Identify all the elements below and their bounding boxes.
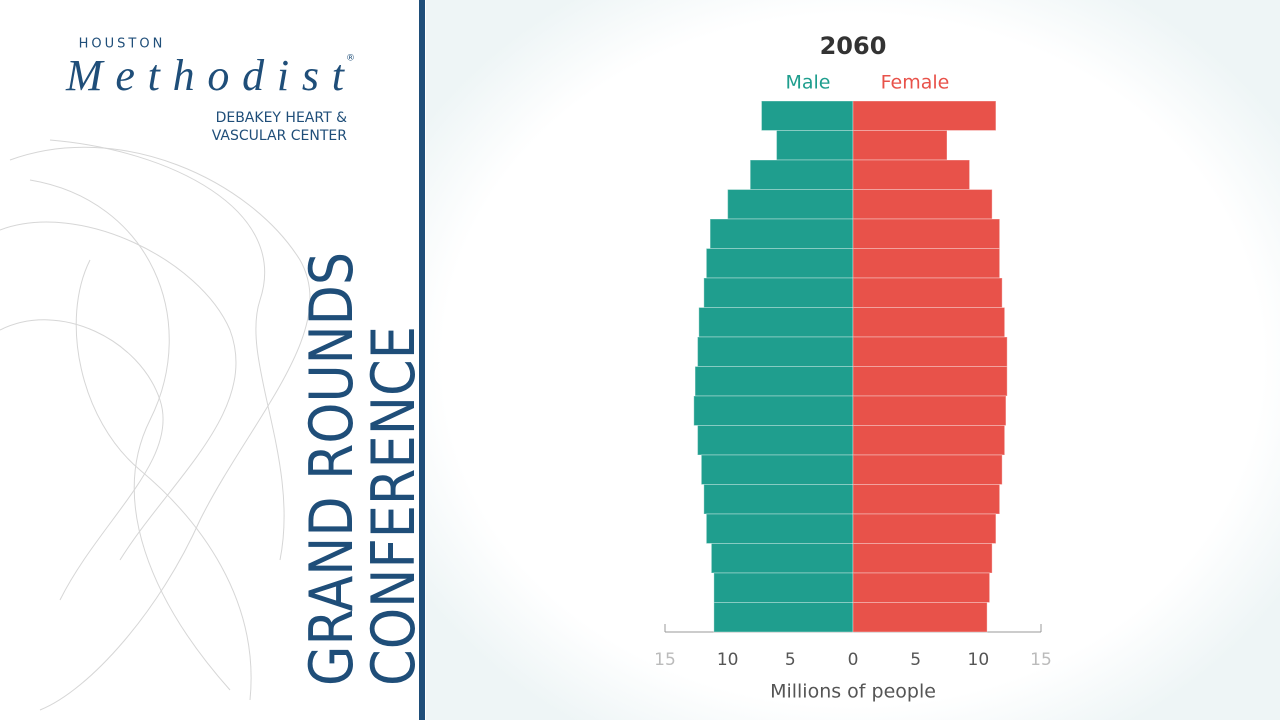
x-tick-label: 0 — [848, 650, 859, 670]
bar — [703, 484, 854, 515]
legend-label: Male — [785, 72, 830, 94]
bar — [776, 130, 854, 161]
x-axis-label: Millions of people — [770, 681, 936, 703]
bar — [852, 366, 1008, 397]
chart-title: 2060 — [820, 32, 887, 60]
bar — [713, 602, 854, 633]
bar — [852, 189, 993, 220]
bar — [700, 454, 854, 485]
bar — [852, 454, 1003, 485]
bar — [852, 602, 988, 633]
bar — [852, 248, 1001, 279]
banner-line-2: CONFERENCE — [359, 326, 429, 686]
logo-center-2: VASCULAR CENTER — [212, 128, 348, 144]
bar — [727, 189, 854, 220]
bar — [852, 159, 971, 190]
plot: 15 10 5 0 5 10 15 Male Female — [654, 72, 1052, 671]
banner-line-1: GRAND ROUNDS — [297, 252, 367, 686]
legend-label: Female — [881, 72, 950, 94]
bar — [705, 513, 854, 544]
logo-center-1: DEBAKEY HEART & — [216, 110, 347, 126]
logo-name: Methodist — [65, 51, 346, 100]
x-tick-label: 5 — [785, 650, 796, 670]
bar — [697, 425, 854, 456]
logo-mark: ® — [346, 54, 355, 64]
bar — [852, 130, 948, 161]
bar — [852, 513, 997, 544]
bar — [698, 307, 854, 338]
logo-city: HOUSTON — [79, 37, 166, 52]
bar — [852, 484, 1001, 515]
bar — [713, 572, 854, 603]
x-tick-label: 10 — [717, 650, 739, 670]
bar — [705, 248, 854, 279]
bar — [709, 218, 854, 249]
bar — [852, 100, 997, 131]
bar — [703, 277, 854, 308]
bar — [852, 543, 993, 574]
bar — [693, 395, 854, 426]
x-tick-label: 15 — [1030, 650, 1052, 670]
x-tick-label: 15 — [654, 650, 676, 670]
bar — [852, 307, 1006, 338]
divider — [419, 0, 425, 720]
bar — [852, 218, 1001, 249]
bar — [852, 277, 1003, 308]
x-tick-label: 5 — [910, 650, 921, 670]
bar — [697, 336, 854, 367]
heart-illustration — [0, 139, 311, 711]
bar — [852, 572, 991, 603]
bar — [761, 100, 854, 131]
bar — [852, 395, 1007, 426]
bar — [710, 543, 854, 574]
bar — [749, 159, 854, 190]
x-tick-label: 10 — [968, 650, 990, 670]
bar — [694, 366, 854, 397]
bar — [852, 336, 1008, 367]
bar — [852, 425, 1006, 456]
